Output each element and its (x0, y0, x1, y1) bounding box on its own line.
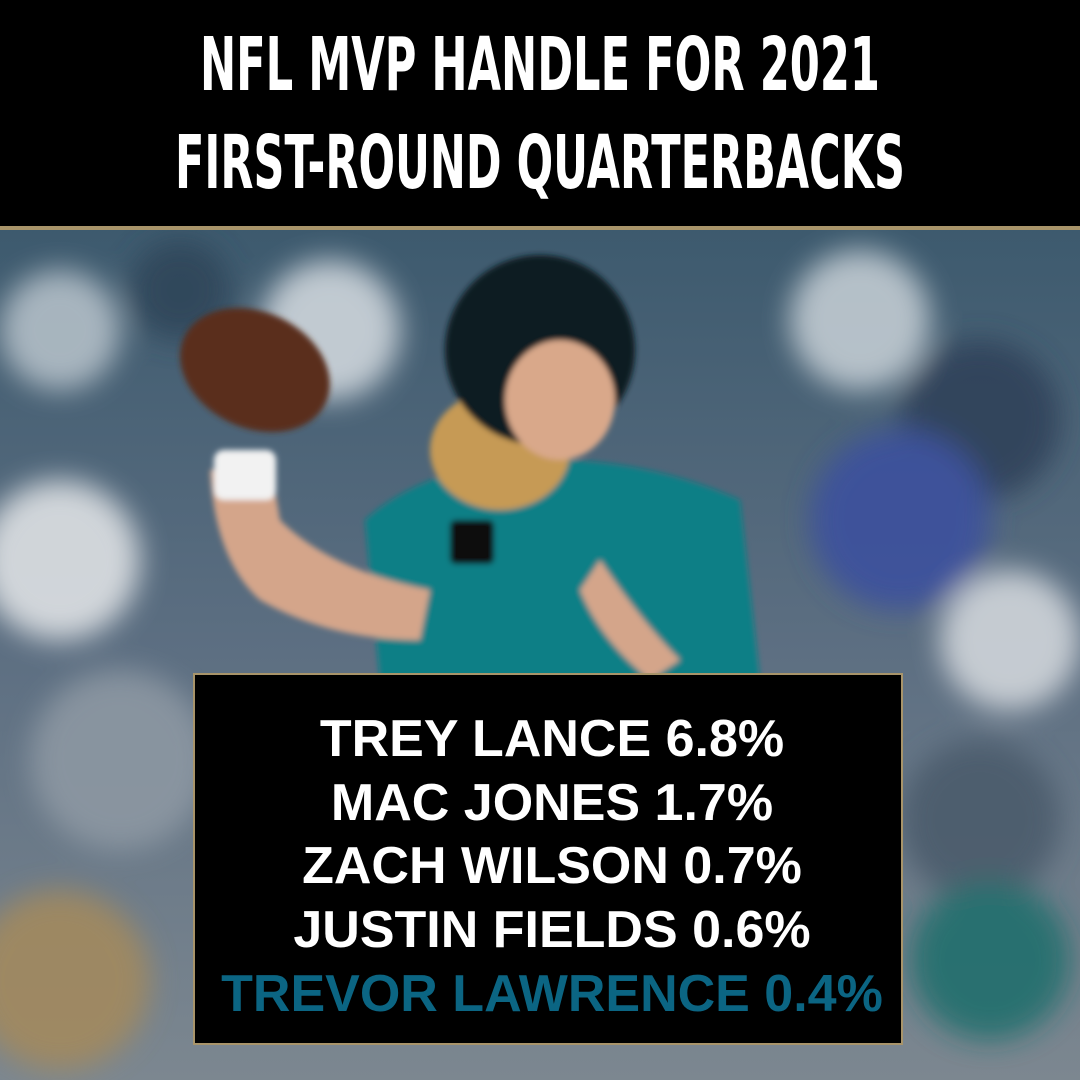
list-item: TREY LANCE 6.8% (320, 710, 784, 768)
player (180, 255, 760, 680)
header-bar: NFL MVP HANDLE FOR 2021 FIRST-ROUND QUAR… (0, 0, 1080, 230)
title-line: FIRST-ROUND QUARTERBACKS (175, 120, 905, 206)
list-item: ZACH WILSON 0.7% (302, 837, 802, 895)
list-item: JUSTIN FIELDS 0.6% (293, 901, 810, 959)
photo-background (0, 228, 1080, 1080)
list-item: MAC JONES 1.7% (331, 774, 773, 832)
stats-box: TREY LANCE 6.8% MAC JONES 1.7% ZACH WILS… (193, 673, 903, 1045)
list-item-highlight: TREVOR LAWRENCE 0.4% (221, 965, 883, 1023)
title-line: NFL MVP HANDLE FOR 2021 (200, 22, 880, 108)
